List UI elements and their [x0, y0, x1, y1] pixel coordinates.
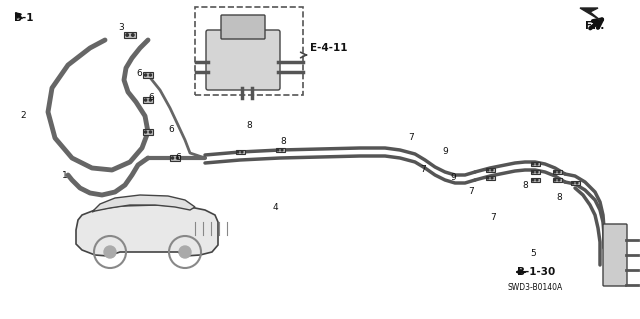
Bar [124, 32, 136, 38]
Circle shape [149, 131, 152, 133]
Circle shape [536, 163, 538, 165]
Text: 5: 5 [530, 249, 536, 257]
FancyBboxPatch shape [206, 30, 280, 90]
Polygon shape [92, 195, 195, 212]
Text: 8: 8 [556, 194, 562, 203]
Polygon shape [580, 8, 600, 20]
Text: 6: 6 [175, 153, 180, 162]
Text: 9: 9 [442, 147, 448, 157]
Bar [236, 150, 244, 154]
Text: 8: 8 [522, 181, 528, 189]
Circle shape [104, 246, 116, 258]
FancyBboxPatch shape [221, 15, 265, 39]
Bar [143, 97, 154, 103]
Text: B-1-30: B-1-30 [517, 267, 556, 277]
Bar [531, 178, 540, 182]
Bar [531, 162, 540, 166]
Circle shape [536, 171, 538, 173]
Bar [275, 148, 285, 152]
Text: 6: 6 [148, 93, 154, 102]
Circle shape [491, 177, 493, 179]
Text: 3: 3 [118, 24, 124, 33]
Bar [552, 178, 561, 182]
Circle shape [576, 182, 578, 184]
Text: 9: 9 [450, 174, 456, 182]
Circle shape [487, 177, 489, 179]
Text: E-4-11: E-4-11 [310, 43, 348, 53]
Text: 7: 7 [490, 213, 496, 222]
Text: 7: 7 [408, 133, 413, 143]
Bar [531, 170, 540, 174]
Circle shape [281, 149, 283, 151]
Circle shape [554, 171, 556, 173]
Circle shape [149, 99, 152, 101]
Bar [170, 155, 180, 161]
FancyBboxPatch shape [603, 224, 627, 286]
Text: B-1: B-1 [14, 13, 33, 23]
Circle shape [126, 34, 129, 36]
Text: 4: 4 [273, 204, 278, 212]
Circle shape [145, 99, 147, 101]
Circle shape [132, 34, 134, 36]
Bar [570, 181, 579, 185]
Circle shape [558, 179, 560, 181]
Circle shape [145, 74, 147, 76]
Circle shape [558, 171, 560, 173]
Text: FR.: FR. [585, 21, 604, 31]
Circle shape [277, 149, 279, 151]
Bar [552, 170, 561, 174]
Circle shape [149, 74, 152, 76]
Text: SWD3-B0140A: SWD3-B0140A [507, 283, 563, 292]
Text: 2: 2 [20, 110, 26, 120]
Circle shape [172, 157, 173, 159]
Text: 8: 8 [246, 121, 252, 130]
Polygon shape [76, 205, 218, 256]
Circle shape [491, 169, 493, 171]
Circle shape [572, 182, 574, 184]
Circle shape [176, 157, 179, 159]
Text: 6: 6 [136, 69, 141, 78]
Text: 6: 6 [168, 125, 173, 135]
Circle shape [536, 179, 538, 181]
Text: 1: 1 [62, 170, 68, 180]
Bar [486, 168, 495, 172]
Circle shape [554, 179, 556, 181]
Circle shape [145, 131, 147, 133]
Bar [143, 72, 154, 78]
Bar [195, 7, 303, 95]
Circle shape [241, 151, 243, 153]
Circle shape [487, 169, 489, 171]
Circle shape [237, 151, 239, 153]
Bar [486, 176, 495, 180]
Circle shape [532, 163, 534, 165]
Text: 7: 7 [420, 166, 426, 174]
Circle shape [532, 179, 534, 181]
Bar [143, 129, 154, 135]
Circle shape [179, 246, 191, 258]
Circle shape [532, 171, 534, 173]
Text: 7: 7 [468, 188, 474, 197]
Text: 8: 8 [280, 137, 285, 146]
